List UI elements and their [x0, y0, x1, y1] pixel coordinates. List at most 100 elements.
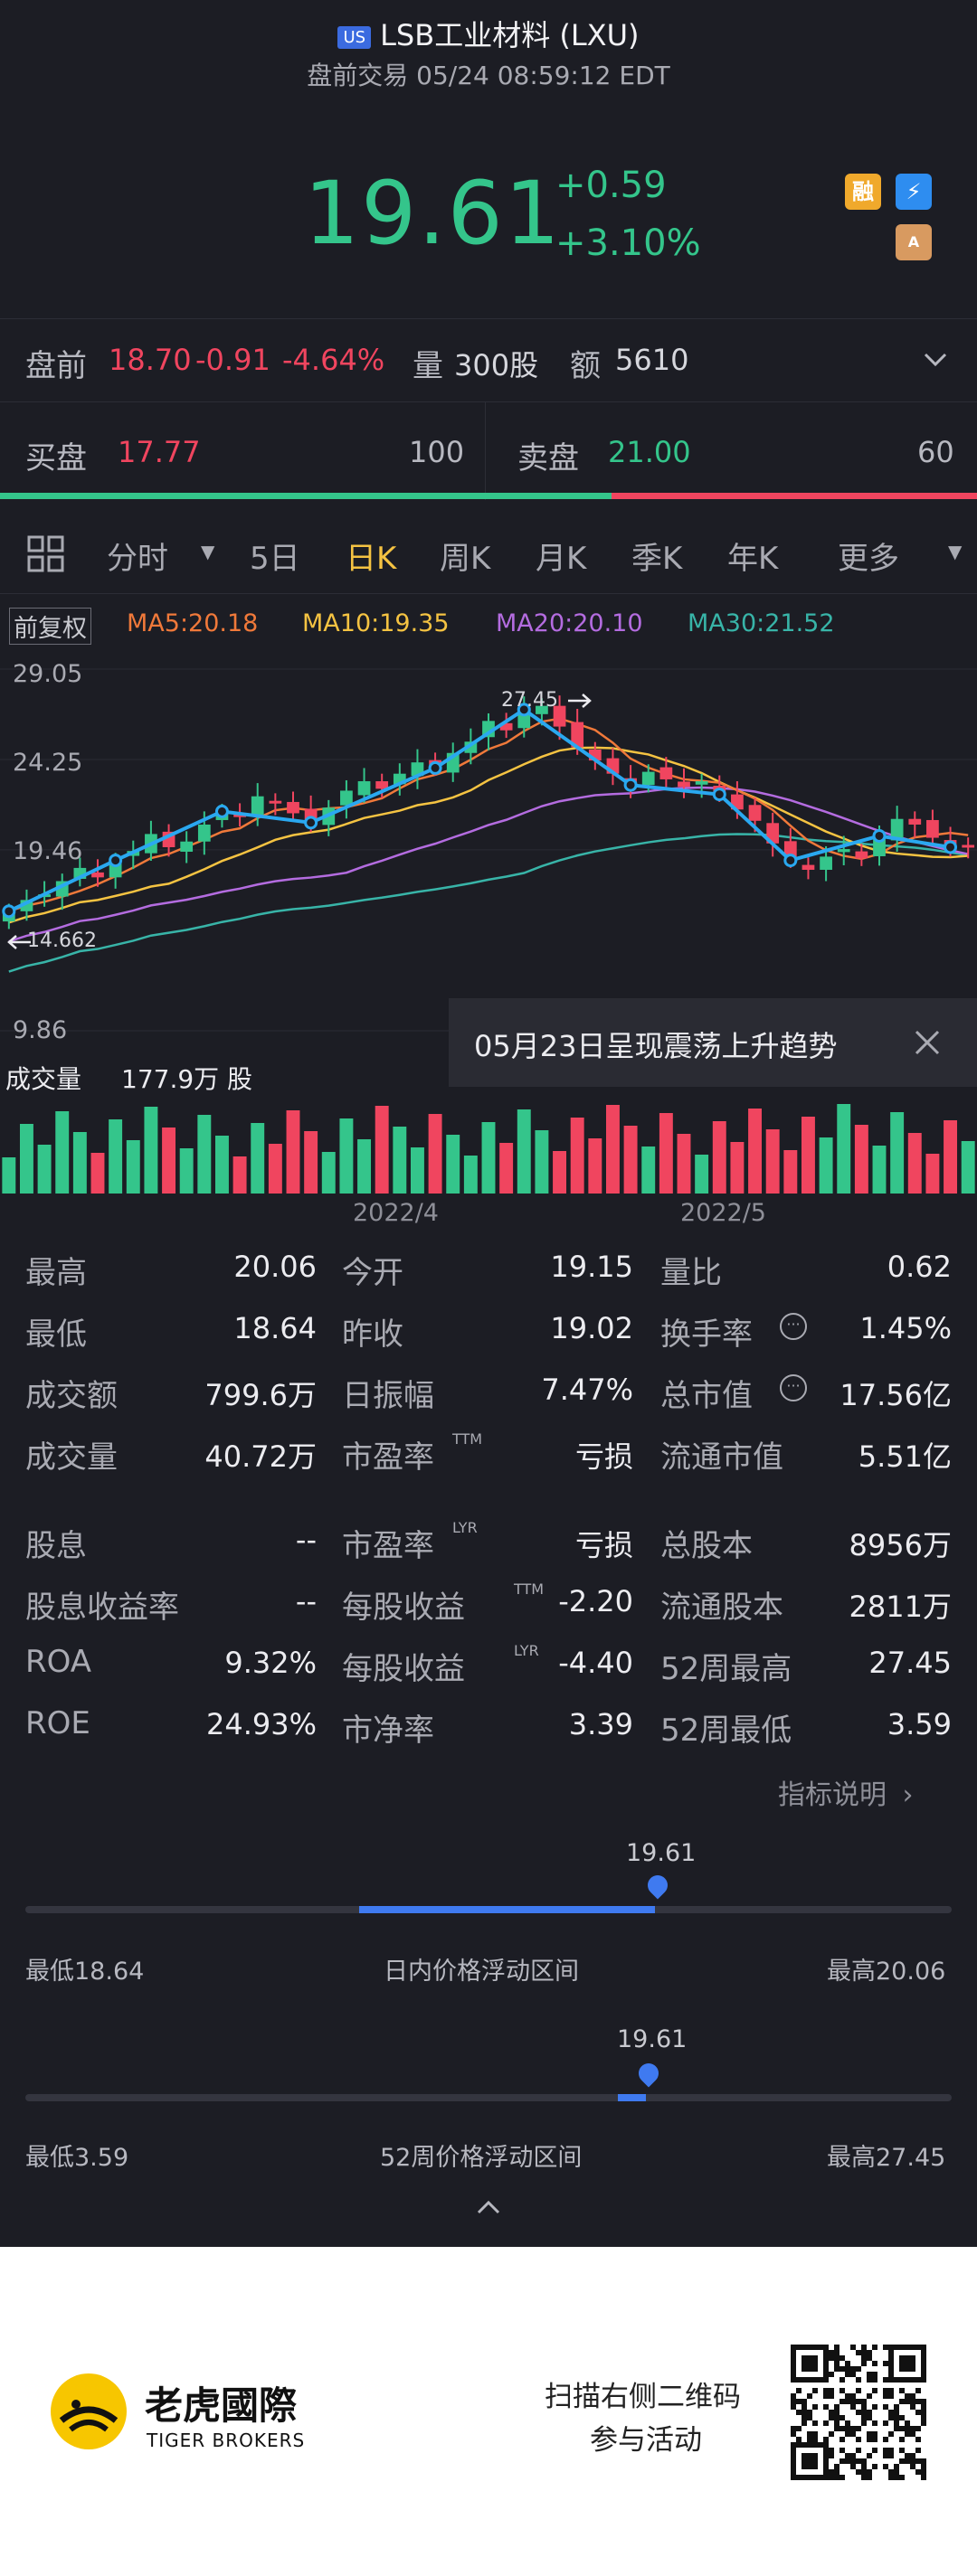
qr-module — [834, 2355, 839, 2361]
premarket-change: -0.91 — [195, 343, 270, 377]
volume-bar — [232, 1156, 247, 1194]
qr-module — [834, 2426, 839, 2431]
qr-module — [834, 2350, 839, 2355]
trend-point — [214, 804, 229, 818]
qr-module — [845, 2361, 850, 2366]
stat-value: 5.51亿 — [858, 1439, 952, 1474]
qr-module — [867, 2377, 872, 2383]
layers-icon[interactable]: A — [896, 224, 932, 260]
ma10-line — [8, 746, 969, 924]
quote-header: US LSB工业材料 (LXU) 盘前交易 05/24 08:59:12 EDT … — [0, 0, 977, 318]
brand-name-en: TIGER BROKERS — [147, 2430, 306, 2451]
margin-icon[interactable]: 融 — [845, 174, 881, 210]
indicator-explain-link[interactable]: 指标说明 › — [778, 1772, 914, 1812]
collapse-chevron-icon[interactable] — [476, 2199, 501, 2215]
qr-module — [867, 2475, 872, 2480]
chevron-down-icon[interactable] — [923, 352, 948, 368]
trend-tooltip[interactable]: 05月23日呈现震荡上升趋势 — [449, 998, 977, 1087]
qr-module — [867, 2355, 872, 2361]
qr-module — [807, 2410, 812, 2415]
candle-body — [908, 818, 922, 825]
indicator-explain-label: 指标说明 — [778, 1779, 887, 1811]
qr-module — [850, 2464, 856, 2469]
day-range-title: 日内价格浮动区间 — [384, 1958, 579, 1986]
qr-module — [883, 2388, 888, 2393]
volume-bar — [783, 1150, 798, 1194]
qr-module — [915, 2448, 921, 2453]
qr-module — [888, 2410, 894, 2415]
volume-bar — [961, 1141, 975, 1194]
high-marker: 27.45 — [501, 689, 558, 712]
tab-weekly-k[interactable]: 周K — [440, 541, 491, 577]
stat-value: 3.39 — [568, 1707, 633, 1741]
tab-more[interactable]: 更多 — [838, 541, 899, 577]
qr-module — [921, 2420, 926, 2426]
qr-module — [834, 2475, 839, 2480]
stat-label: 日振幅 — [342, 1378, 434, 1414]
qr-module — [856, 2426, 861, 2431]
qr-module — [921, 2458, 926, 2464]
volume-bar — [695, 1155, 709, 1194]
qr-module — [867, 2431, 872, 2437]
week52-range-pin-icon — [634, 2059, 663, 2088]
stat-label: 股息 — [25, 1528, 87, 1564]
qr-module — [834, 2361, 839, 2366]
stat-label: 52周最低 — [660, 1713, 792, 1749]
info-icon[interactable]: ··· — [780, 1313, 807, 1340]
cta-line1: 扫描右侧二维码 — [545, 2381, 741, 2413]
flash-icon[interactable]: ⚡ — [896, 174, 932, 210]
more-caret-icon[interactable]: ▼ — [948, 541, 963, 562]
tab-5day[interactable]: 5日 — [250, 541, 300, 577]
qr-module — [915, 2458, 921, 2464]
qr-module — [894, 2475, 899, 2480]
qr-module — [861, 2475, 867, 2480]
qr-module — [829, 2372, 834, 2377]
x-label-apr: 2022/4 — [353, 1199, 439, 1227]
volume-bar — [357, 1139, 372, 1194]
premarket-row[interactable]: 盘前 18.70 -0.91 -4.64% 量 300股 额 5610 — [0, 318, 977, 402]
qr-module — [899, 2388, 905, 2393]
x-label-may: 2022/5 — [680, 1199, 766, 1227]
qr-module — [899, 2415, 905, 2420]
stat-superscript: LYR — [514, 1642, 539, 1659]
trend-point — [2, 904, 16, 919]
stat-value: 24.93% — [205, 1707, 317, 1741]
market-badge: US — [337, 25, 372, 49]
tab-yearly-k[interactable]: 年K — [727, 541, 779, 577]
tab-timeshare[interactable]: 分时 — [107, 541, 168, 577]
stat-label: 总股本 — [660, 1528, 753, 1564]
volume-bar — [179, 1148, 194, 1194]
qr-module — [894, 2415, 899, 2420]
tab-quarterly-k[interactable]: 季K — [631, 541, 683, 577]
caret-down-icon[interactable]: ▼ — [201, 541, 215, 562]
qr-module — [915, 2388, 921, 2393]
candle-body — [695, 781, 708, 785]
close-icon[interactable] — [914, 1029, 941, 1056]
tab-monthly-k[interactable]: 月K — [536, 541, 587, 577]
stat-value: -- — [295, 1584, 317, 1618]
qr-module — [867, 2453, 872, 2458]
volume-bar — [588, 1138, 602, 1194]
qr-module — [791, 2393, 796, 2399]
qr-module — [850, 2372, 856, 2377]
qr-module — [839, 2366, 845, 2372]
qr-module — [861, 2350, 867, 2355]
candlestick-chart[interactable] — [0, 651, 977, 1049]
volume-bar — [144, 1107, 158, 1194]
qr-module — [861, 2361, 867, 2366]
day-range-pin-icon — [643, 1871, 672, 1900]
stat-value: 17.56亿 — [839, 1378, 952, 1412]
info-icon[interactable]: ··· — [780, 1374, 807, 1401]
volume-bar — [535, 1130, 549, 1194]
adjust-toggle[interactable]: 前复权 — [9, 608, 91, 645]
qr-module — [894, 2469, 899, 2475]
tab-daily-k[interactable]: 日K — [346, 541, 397, 577]
last-price: 19.61 — [304, 163, 562, 264]
volume-bar — [162, 1128, 176, 1194]
stat-label: 每股收益 — [342, 1651, 465, 1687]
qr-code[interactable] — [791, 2345, 926, 2480]
volume-bar — [393, 1127, 407, 1194]
grid-icon[interactable] — [27, 535, 65, 573]
volume-chart[interactable] — [0, 1094, 977, 1194]
volume-bar — [659, 1113, 673, 1194]
